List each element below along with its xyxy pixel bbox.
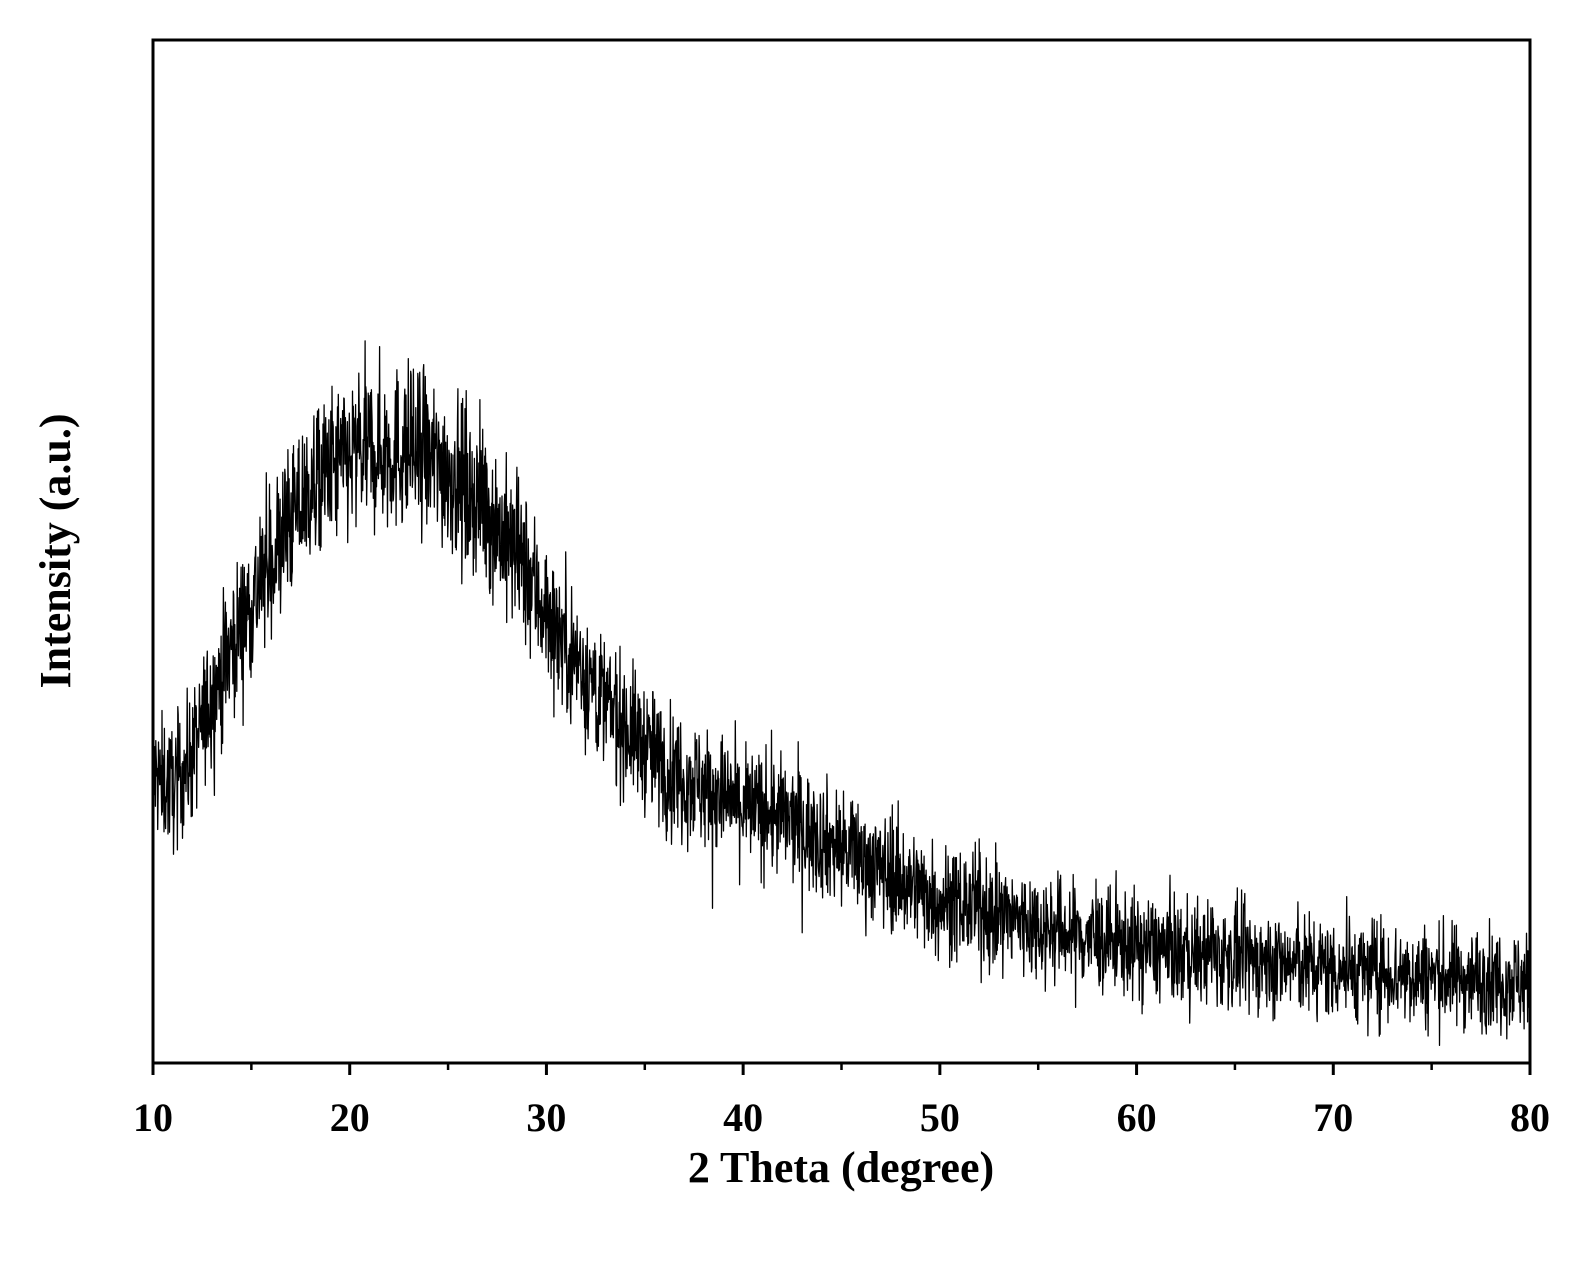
x-tick-label: 30 [526, 1095, 566, 1140]
x-axis-ticks [151, 1063, 1532, 1075]
xrd-series-line [152, 340, 1531, 1047]
x-axis-title: 2 Theta (degree) [688, 1143, 994, 1192]
x-tick-label: 50 [920, 1095, 960, 1140]
plot-frame [151, 38, 1532, 1065]
x-tick-label: 20 [330, 1095, 370, 1140]
x-axis-tick-labels: 10 20 30 40 50 60 70 80 [133, 1095, 1550, 1140]
y-axis-title: Intensity (a.u.) [31, 413, 80, 688]
x-tick-label: 70 [1313, 1095, 1353, 1140]
x-tick-label: 60 [1117, 1095, 1157, 1140]
plot-area [152, 340, 1531, 1047]
x-tick-label: 40 [723, 1095, 763, 1140]
x-tick-label: 80 [1510, 1095, 1550, 1140]
x-tick-label: 10 [133, 1095, 173, 1140]
